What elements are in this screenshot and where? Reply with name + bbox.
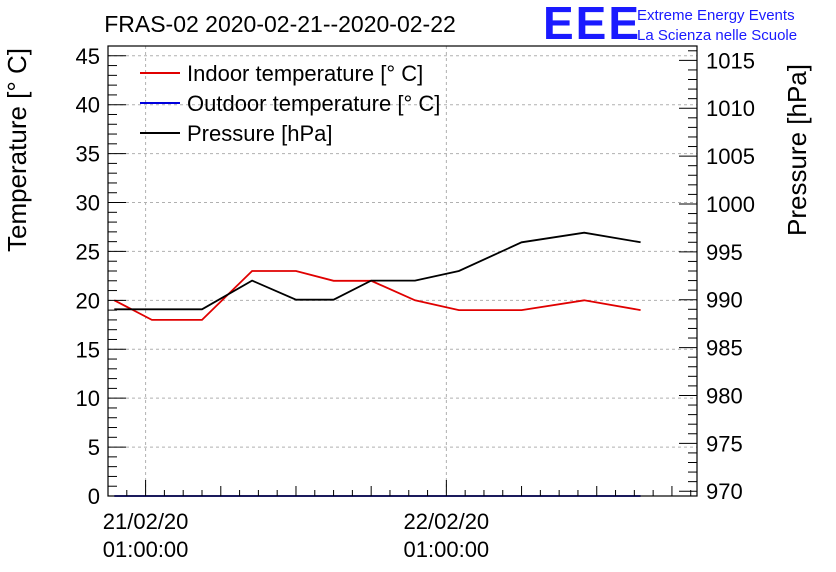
y-left-tick-label: 10 (76, 386, 100, 411)
logo-mark: EEE (543, 0, 641, 49)
y-left-tick-label: 35 (76, 142, 100, 167)
x-tick-label-time: 01:00:00 (103, 537, 189, 562)
legend-label-0: Indoor temperature [° C] (187, 61, 423, 86)
logo-line2: La Scienza nelle Scuole (637, 27, 797, 44)
y-left-tick-label: 45 (76, 44, 100, 69)
x-tick-label-time: 01:00:00 (404, 537, 490, 562)
grid (108, 46, 697, 496)
logo-line1: Extreme Energy Events (637, 7, 795, 24)
legend-label-2: Pressure [hPa] (187, 121, 333, 146)
y-left-tick-label: 25 (76, 239, 100, 264)
legend: Indoor temperature [° C] Outdoor temperat… (140, 61, 440, 146)
eee-logo: EEE Extreme Energy Events La Scienza nel… (543, 0, 797, 49)
y-left-tick-label: 40 (76, 93, 100, 118)
x-tick-label-date: 22/02/20 (404, 509, 490, 534)
series-layer (113, 231, 641, 497)
y-left-tick-label: 20 (76, 288, 100, 313)
y-right-tick-label: 1005 (706, 144, 755, 169)
y-right-tick-label: 1000 (706, 192, 755, 217)
y-left-tick-label: 0 (88, 484, 100, 509)
y-left-tick-label: 30 (76, 191, 100, 216)
y-right-tick-label: 990 (706, 288, 743, 313)
series-line-0 (113, 270, 641, 321)
y-right-tick-label: 975 (706, 431, 743, 456)
y-axis-right-title: Pressure [hPa] (782, 64, 812, 236)
axes: 0510152025303540459709759809859909951000… (76, 44, 755, 562)
legend-label-1: Outdoor temperature [° C] (187, 91, 440, 116)
y-axis-left-title: Temperature [° C] (2, 48, 32, 252)
y-left-tick-label: 5 (88, 435, 100, 460)
y-left-tick-label: 15 (76, 337, 100, 362)
y-right-tick-label: 980 (706, 383, 743, 408)
y-right-tick-label: 985 (706, 336, 743, 361)
chart-title: FRAS-02 2020-02-21--2020-02-22 (104, 11, 456, 37)
y-right-tick-label: 995 (706, 240, 743, 265)
x-tick-label-date: 21/02/20 (103, 509, 189, 534)
y-right-tick-label: 970 (706, 479, 743, 504)
y-right-tick-label: 1015 (706, 48, 755, 73)
series-line-2 (114, 231, 641, 311)
y-right-tick-label: 1010 (706, 96, 755, 121)
